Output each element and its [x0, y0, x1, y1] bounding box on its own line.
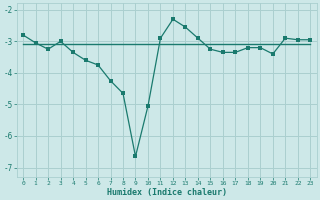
X-axis label: Humidex (Indice chaleur): Humidex (Indice chaleur): [107, 188, 227, 197]
